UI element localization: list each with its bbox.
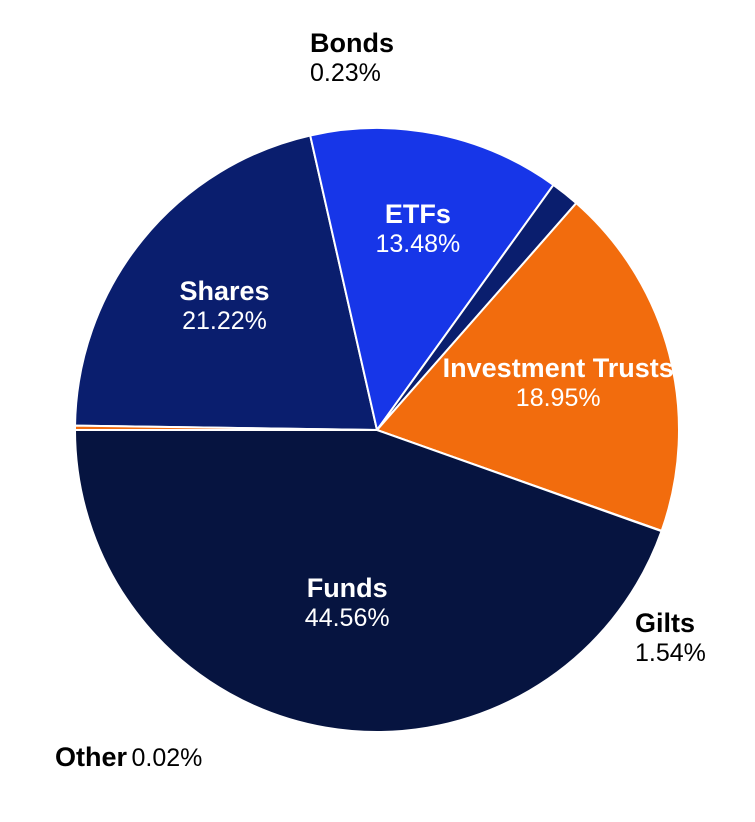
slice-label-investment-trusts: Investment Trusts18.95% bbox=[443, 353, 674, 413]
slice-label-name: Funds bbox=[305, 573, 390, 604]
slice-label-value: 44.56% bbox=[305, 604, 390, 633]
slice-label-name: Investment Trusts bbox=[443, 353, 674, 384]
slice-label-value: 21.22% bbox=[179, 308, 269, 337]
slice-label-name: ETFs bbox=[375, 199, 460, 230]
slice-label-name: Bonds bbox=[310, 28, 394, 59]
slice-label-shares: Shares21.22% bbox=[179, 276, 269, 336]
slice-label-other: Other 0.02% bbox=[55, 742, 202, 773]
pie-chart: Shares21.22% ETFs13.48% Gilts1.54% Investme… bbox=[0, 0, 755, 822]
slice-label-value: 18.95% bbox=[443, 384, 674, 413]
slice-label-funds: Funds44.56% bbox=[305, 573, 390, 633]
slice-label-value: 13.48% bbox=[375, 230, 460, 259]
slice-label-value: 0.23% bbox=[310, 59, 394, 88]
slice-label-gilts: Gilts1.54% bbox=[635, 608, 706, 668]
slice-label-name: Other bbox=[55, 742, 127, 772]
slice-label-bonds: Bonds0.23% bbox=[310, 28, 394, 88]
slice-label-name: Gilts bbox=[635, 608, 706, 639]
slice-label-name: Shares bbox=[179, 276, 269, 307]
slice-label-value: 1.54% bbox=[635, 639, 706, 668]
slice-label-value: 0.02% bbox=[131, 744, 202, 772]
slice-label-etfs: ETFs13.48% bbox=[375, 199, 460, 259]
